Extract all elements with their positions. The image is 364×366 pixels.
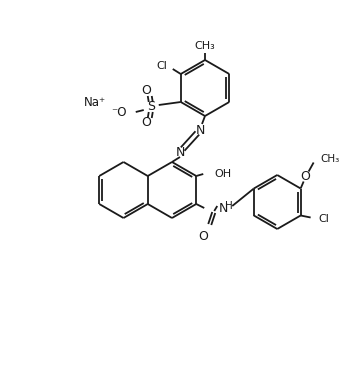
Text: N: N — [175, 146, 185, 158]
Text: N: N — [218, 202, 228, 216]
Text: O: O — [141, 85, 151, 97]
Text: O: O — [301, 170, 310, 183]
Text: Cl: Cl — [318, 213, 329, 224]
Text: S: S — [147, 101, 155, 113]
Text: Na⁺: Na⁺ — [84, 97, 106, 109]
Text: O: O — [141, 116, 151, 130]
Text: OH: OH — [214, 169, 232, 179]
Text: Cl: Cl — [156, 61, 167, 71]
Text: O: O — [198, 231, 208, 243]
Text: CH₃: CH₃ — [195, 41, 215, 51]
Text: ⁻O: ⁻O — [111, 107, 127, 120]
Text: H: H — [225, 201, 233, 211]
Text: N: N — [195, 123, 205, 137]
Text: CH₃: CH₃ — [321, 153, 340, 164]
